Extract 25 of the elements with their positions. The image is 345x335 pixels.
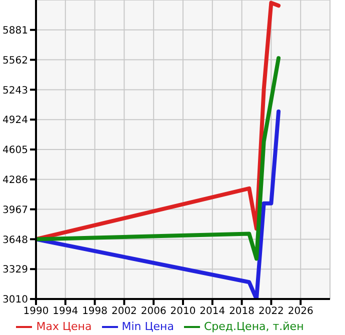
x-tick-label: 2018	[229, 306, 255, 318]
y-tick-label: 3329	[2, 264, 28, 276]
x-tick-label: 2026	[288, 306, 314, 318]
legend-label: Min Цена	[122, 320, 174, 334]
legend-label: Сред.Цена, т.йен	[204, 320, 304, 334]
line-series	[36, 110, 281, 299]
x-tick-label: 1990	[23, 306, 49, 318]
x-tick-label: 2002	[111, 306, 137, 318]
x-tick-label: 2006	[140, 306, 166, 318]
x-tick-label: 1998	[82, 306, 108, 318]
y-tick-label: 4924	[2, 115, 28, 126]
y-tick-label: 5243	[2, 85, 28, 96]
y-tick-label: 3967	[2, 204, 28, 216]
y-tick-label: 5562	[2, 55, 28, 66]
y-tick-label: 5881	[2, 25, 28, 36]
y-tick-label: 4286	[2, 174, 28, 186]
x-tick-label: 2010	[170, 306, 196, 318]
legend-label: Max Цена	[36, 320, 92, 334]
x-tick-label: 1994	[52, 306, 78, 318]
y-tick-label: 3648	[2, 234, 28, 246]
x-tick-label: 2014	[200, 306, 226, 318]
y-tick-label: 4605	[2, 145, 28, 156]
x-tick-label: 2022	[258, 306, 284, 318]
y-tick-label: 3010	[2, 294, 28, 306]
line-series	[36, 56, 281, 261]
